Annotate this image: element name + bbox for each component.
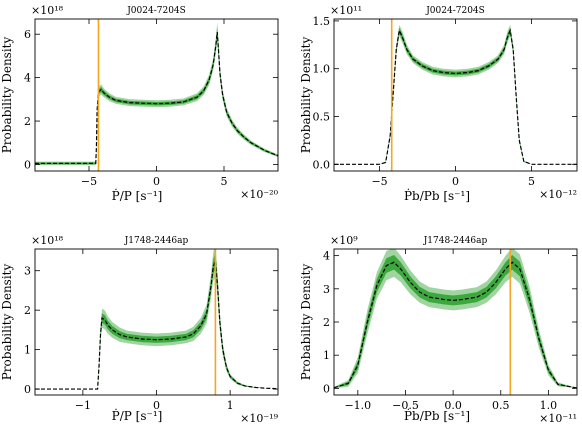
y-tick-label: 1.0 <box>313 63 331 76</box>
x-axis-label: Ṗ/P [s⁻¹] <box>112 188 163 203</box>
axes-frame <box>333 18 578 172</box>
y-tick-label: 0 <box>323 382 330 395</box>
median-line <box>35 31 278 164</box>
chart-panel-1: −5 0 5 0 2 4 6 J0024-7204S ×10¹⁸ ×10⁻²⁰ Ṗ/P [s⁻¹] P… <box>0 4 279 203</box>
median-line <box>334 28 577 165</box>
x-axis-exponent: ×10⁻²⁰ <box>240 188 278 201</box>
y-tick-label: 2 <box>24 304 31 317</box>
axes-frame <box>34 248 279 396</box>
outer-confidence-band <box>35 249 278 390</box>
y-tick-label: 2 <box>323 316 330 329</box>
x-axis-exponent: ×10⁻¹⁹ <box>240 412 278 425</box>
y-tick-label: 0.5 <box>313 111 331 124</box>
chart-panel-2: −5 0 5 0.0 0.5 1.0 1.5 J0024-7204S ×10¹¹ ×10⁻¹² Ṗb… <box>299 4 578 203</box>
inner-confidence-band <box>334 254 577 389</box>
inner-confidence-band <box>35 27 278 165</box>
y-axis-label: Probability Density <box>299 264 313 381</box>
y-axis-label: Probability Density <box>0 264 14 381</box>
x-axis-exponent: ×10⁻¹¹ <box>539 412 577 425</box>
x-tick-label: −1.0 <box>344 399 371 412</box>
y-tick-label: 4 <box>24 72 31 85</box>
y-tick-label: 6 <box>24 28 31 41</box>
x-tick-label: 0 <box>452 175 459 188</box>
x-tick-label: −0.5 <box>392 399 419 412</box>
outer-confidence-band <box>35 22 278 166</box>
outer-confidence-band <box>334 249 577 389</box>
median-line <box>334 261 577 389</box>
chart-panel-3: −1 0 1 0 1 2 3 J1748-2446ap ×10¹⁸ ×10⁻¹⁹ Ṗ/P [s⁻¹]… <box>0 234 279 425</box>
inner-confidence-band <box>334 27 577 165</box>
y-axis-exponent: ×10¹¹ <box>330 4 362 17</box>
y-tick-label: 2 <box>24 115 31 128</box>
x-axis-label: Ṗb/Pb [s⁻¹] <box>404 188 470 203</box>
y-axis-exponent: ×10¹⁸ <box>31 234 64 247</box>
chart-panel-4: −1.0 −0.5 0.0 0.5 1.0 0 1 2 3 4 J1748-2446ap ×10⁹ ×1… <box>299 234 578 425</box>
plot-area <box>334 249 577 395</box>
x-tick-label: 5 <box>221 175 228 188</box>
x-tick-label: 0 <box>153 399 160 412</box>
chart-title: J0024-7204S <box>425 6 485 16</box>
x-tick-label: 1 <box>227 399 234 412</box>
outer-confidence-band <box>334 24 577 165</box>
y-tick-label: 0 <box>24 383 31 396</box>
x-axis-label: Ṗb/Pb [s⁻¹] <box>404 408 470 423</box>
x-tick-label: 1.0 <box>540 399 558 412</box>
x-tick-label: 0 <box>153 175 160 188</box>
axes-frame <box>34 18 279 172</box>
inner-confidence-band <box>35 252 278 390</box>
y-tick-label: 3 <box>323 283 330 296</box>
y-tick-label: 1.5 <box>313 15 331 28</box>
x-tick-label: −5 <box>81 175 97 188</box>
chart-title: J0024-7204S <box>126 6 186 16</box>
y-axis-exponent: ×10¹⁸ <box>31 4 64 17</box>
plot-area <box>334 19 577 171</box>
x-tick-label: 0.0 <box>444 399 462 412</box>
chart-title: J1748-2446ap <box>423 236 488 246</box>
y-tick-label: 0.0 <box>313 158 331 171</box>
chart-title: J1748-2446ap <box>124 236 189 246</box>
x-tick-label: 0.5 <box>492 399 510 412</box>
x-axis-label: Ṗ/P [s⁻¹] <box>112 408 163 423</box>
y-tick-label: 1 <box>323 349 330 362</box>
y-tick-label: 1 <box>24 344 31 357</box>
y-tick-label: 4 <box>323 250 330 263</box>
x-tick-label: −1 <box>75 399 91 412</box>
y-tick-label: 3 <box>24 265 31 278</box>
x-tick-label: −5 <box>371 175 387 188</box>
x-axis-exponent: ×10⁻¹² <box>539 188 577 201</box>
y-tick-label: 0 <box>24 158 31 171</box>
plot-area <box>35 19 278 171</box>
y-axis-label: Probability Density <box>299 37 313 154</box>
y-axis-exponent: ×10⁹ <box>330 234 358 247</box>
median-line <box>35 260 278 390</box>
y-axis-label: Probability Density <box>0 37 14 154</box>
plot-area <box>35 249 278 395</box>
x-tick-label: 5 <box>528 175 535 188</box>
